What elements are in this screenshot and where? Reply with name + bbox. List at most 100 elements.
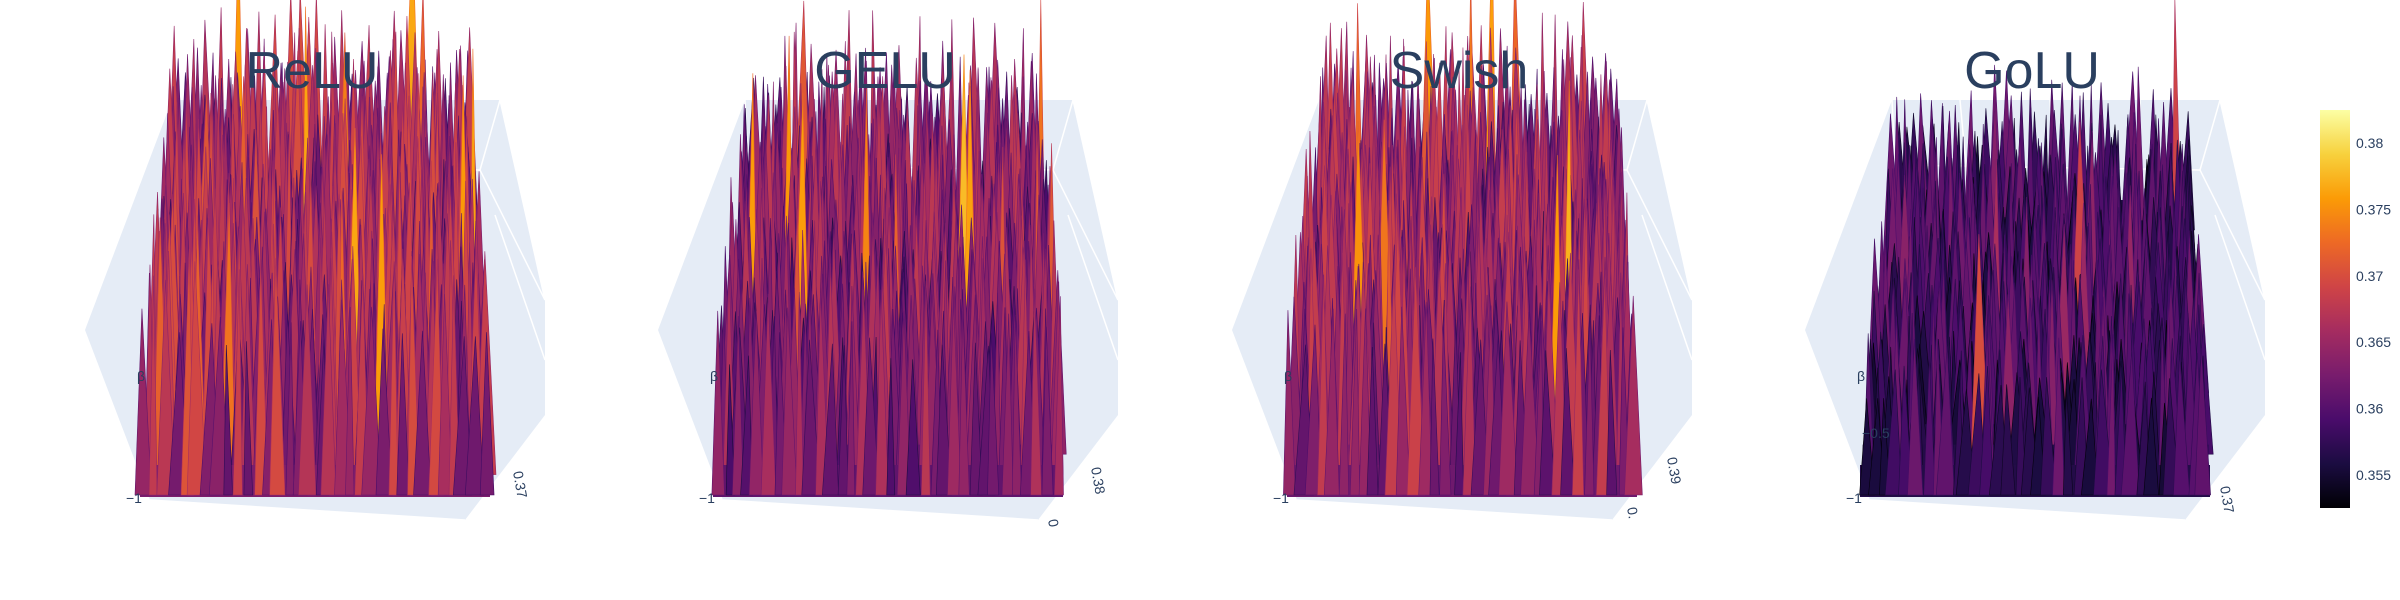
surface-spike — [875, 289, 889, 496]
surface-spike — [452, 336, 473, 496]
surface-spike — [731, 315, 744, 496]
grid-line — [1641, 214, 1693, 361]
surface-spike — [1041, 326, 1054, 496]
grid-line — [494, 214, 546, 361]
surface-golu[interactable] — [1859, 0, 2214, 497]
surface-gelu[interactable] — [711, 0, 1067, 497]
surface-spike — [134, 308, 152, 496]
surface-spike — [361, 306, 382, 496]
surface-spike — [935, 344, 952, 496]
grid-line — [722, 499, 1039, 521]
surface-spike — [156, 279, 176, 496]
surface-spike — [243, 341, 253, 496]
grid-line — [2199, 169, 2266, 301]
surface-spike — [1304, 324, 1323, 496]
axis-label-beta: β — [137, 368, 145, 384]
surface-spike — [320, 284, 337, 496]
surface-spike — [298, 284, 317, 496]
surface-spike — [1923, 357, 1936, 496]
surface-swish[interactable] — [1283, 0, 1643, 497]
axis-label-beta: β — [1284, 368, 1292, 384]
grid-line — [499, 99, 546, 301]
tick-label-right: 0.39 — [1664, 456, 1685, 486]
colorbar-tick-label: 0.365 — [2356, 334, 2391, 350]
surface-spike — [987, 333, 1000, 496]
surface-spike — [2080, 398, 2099, 496]
surface-spike — [1001, 313, 1014, 496]
surface-spike — [1418, 301, 1433, 496]
tick-label-left: −1 — [699, 490, 715, 506]
axis-label-beta: β — [1857, 368, 1865, 384]
grid-line — [1891, 99, 1896, 166]
subplot-gelu[interactable]: GELU β −1 0.38 0 — [658, 0, 1119, 529]
tick-label-right-2: 0. — [1624, 506, 1642, 520]
colorbar-tick-label: 0.38 — [2356, 135, 2383, 151]
surface-spike — [1572, 269, 1585, 496]
surface-spike — [413, 330, 432, 496]
surface-spike — [285, 322, 295, 496]
surface-relu[interactable] — [134, 0, 497, 497]
surface-spike — [2062, 389, 2074, 496]
surface-spike — [1030, 288, 1042, 496]
colorbar[interactable]: 0.38 0.375 0.37 0.365 0.36 0.355 — [2320, 110, 2391, 508]
surface-spike — [396, 333, 410, 496]
surface-spike — [2173, 354, 2191, 496]
surface-spike — [2000, 384, 2016, 496]
surface-spike — [1539, 350, 1556, 496]
subplot-title: GoLU — [1964, 42, 2100, 100]
surface-spike — [437, 294, 453, 496]
subplot-relu[interactable]: ReLU β −1 0.37 — [85, 0, 546, 521]
surface-spike — [1884, 369, 1903, 496]
surface-spike — [1053, 296, 1064, 496]
grid-line — [479, 99, 501, 171]
surface-spike — [479, 332, 495, 496]
colorbar-tick-label: 0.375 — [2356, 202, 2391, 218]
surface-spike — [1323, 308, 1340, 496]
surface-spike — [2143, 397, 2159, 496]
surface-spike — [2106, 334, 2116, 496]
surface-spike — [464, 336, 485, 496]
surface-spike — [1283, 310, 1296, 496]
surface-spike — [837, 345, 849, 496]
surface-spike — [781, 307, 798, 496]
surface-spike — [428, 258, 444, 496]
surface-spike — [208, 316, 230, 496]
surface-spike — [2194, 347, 2211, 496]
surface-spike — [345, 307, 355, 496]
surface-spike — [148, 275, 158, 496]
grid-line — [1067, 214, 1119, 361]
surface-spike — [1596, 272, 1611, 496]
surface-spike — [947, 301, 962, 496]
surface-spike — [1395, 306, 1411, 496]
surface-spike — [2052, 337, 2065, 496]
surface-spike — [223, 344, 233, 496]
surface-spike — [905, 359, 921, 496]
grid-line — [2214, 214, 2266, 361]
surface-spike — [269, 258, 286, 496]
surface-spike — [801, 339, 821, 496]
surface-spike — [1406, 267, 1425, 496]
subplot-swish[interactable]: Swish β −1 0.39 0. — [1232, 0, 1693, 521]
surface-spike — [1011, 315, 1022, 496]
tick-label-right: 0.38 — [1088, 466, 1109, 496]
colorbar-tick-label: 0.37 — [2356, 268, 2383, 284]
surface-spike — [822, 343, 839, 496]
grid-line — [1626, 99, 1648, 171]
subplot-golu[interactable]: GoLU β −1 −0.5 0.37 — [1805, 0, 2266, 521]
surface-spike — [896, 311, 912, 496]
subplot-title: GELU — [814, 42, 956, 100]
subplot-title: ReLU — [246, 42, 379, 100]
grid-line — [2219, 99, 2266, 301]
tick-label-right-2: 0 — [1045, 518, 1062, 529]
surface-spike — [862, 337, 880, 496]
grid-line — [1626, 169, 1693, 301]
surface-spike — [1606, 350, 1618, 496]
surface-spike — [969, 342, 983, 496]
subplot-title: Swish — [1390, 42, 1529, 100]
surface-spike — [1560, 348, 1575, 496]
surface-spike — [1317, 274, 1329, 496]
surface-spike — [1584, 321, 1595, 496]
surface-spike — [232, 269, 243, 496]
surface-spike — [1349, 309, 1361, 496]
